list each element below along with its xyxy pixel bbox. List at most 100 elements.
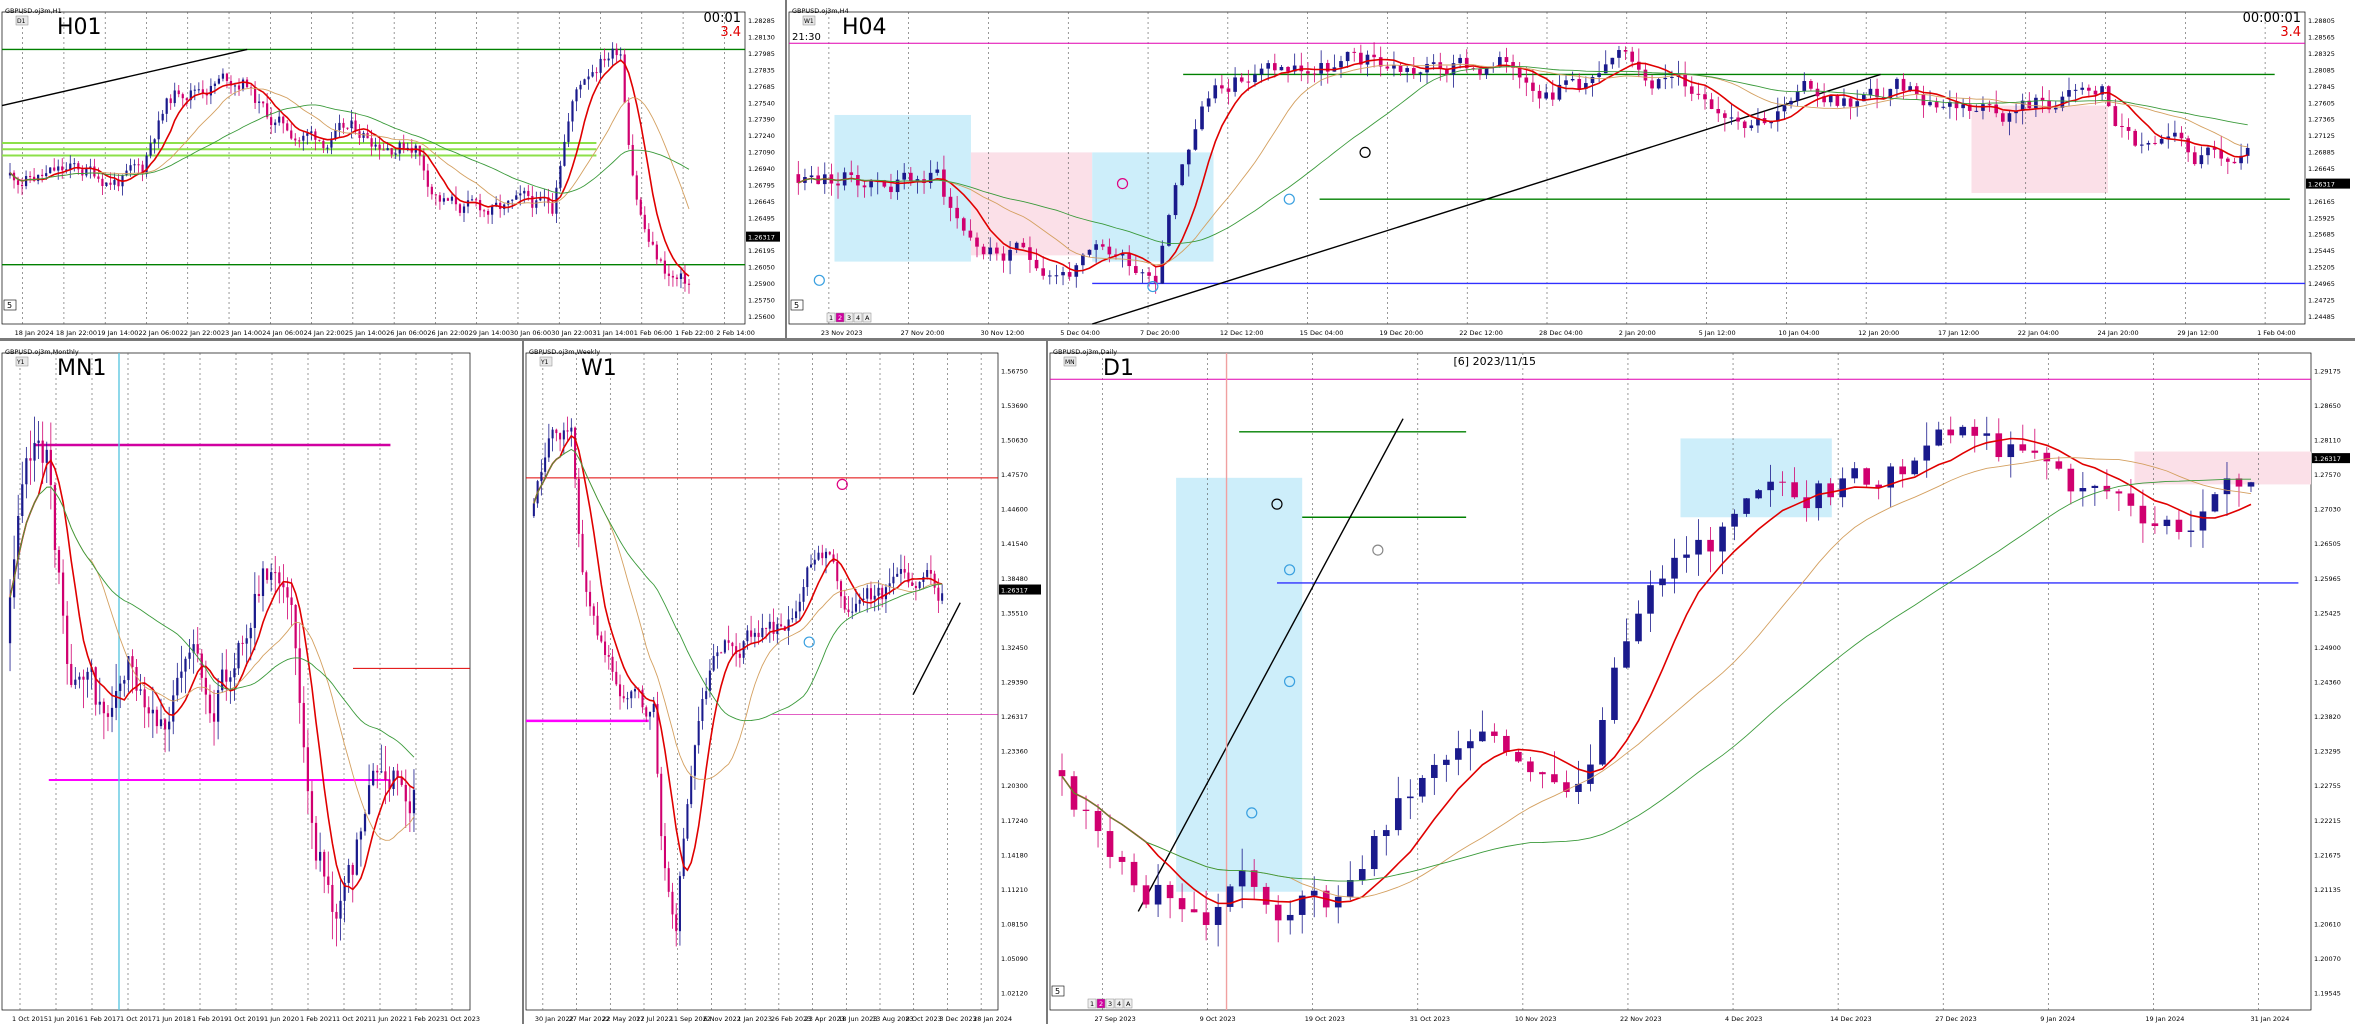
chart-tab-button[interactable] xyxy=(1123,998,1133,1009)
marker-circle-0[interactable] xyxy=(836,478,848,490)
candle-body xyxy=(1220,85,1224,89)
candle-body xyxy=(127,656,130,681)
x-tick-label: 28 Jan 2024 xyxy=(973,1015,1012,1023)
candle-body xyxy=(675,277,679,279)
candle-body xyxy=(286,123,289,131)
candle-body xyxy=(197,89,200,91)
chart-h01[interactable]: 18 Jan 2024 18 Jan 22:00 19 Jan 14:00 22 Ja… xyxy=(0,0,785,338)
chart-tab-button[interactable] xyxy=(853,312,863,323)
candle-body xyxy=(607,655,610,657)
chart-panel-h04[interactable]: 23 Nov 2023 27 Nov 20:00 30 Nov 12:00 5 Dec… xyxy=(787,0,2355,338)
candle-body xyxy=(290,597,293,605)
plot-area[interactable] xyxy=(1,11,746,325)
candle-body xyxy=(630,691,633,699)
candle-body xyxy=(2106,86,2111,107)
candle-body xyxy=(380,771,383,773)
candle-body xyxy=(686,804,689,839)
trend-line-0[interactable] xyxy=(1,48,248,107)
splitter-vertical-bottom-1[interactable] xyxy=(522,341,524,1024)
candle-body xyxy=(28,176,32,178)
candle-body xyxy=(1875,88,1879,98)
marker-circle-1[interactable] xyxy=(1283,675,1296,688)
period-button[interactable] xyxy=(15,15,29,26)
chart-panel-mn1[interactable]: 1 Oct 2015 1 Jun 2016 1 Feb 2017 1 Oct 2017… xyxy=(0,341,522,1024)
marker-circle-2[interactable] xyxy=(1271,498,1283,510)
candle-body xyxy=(1503,735,1510,752)
scale-box[interactable] xyxy=(1051,985,1065,997)
marker-circle-4[interactable] xyxy=(1359,146,1371,158)
candle-body xyxy=(1709,99,1714,109)
y-tick-label: 1.20610 xyxy=(2314,921,2341,929)
x-tick-label: 30 Jan 2022 xyxy=(535,1015,574,1023)
marker-circle-1[interactable] xyxy=(1147,280,1159,293)
chart-tab-button[interactable] xyxy=(862,312,872,323)
y-tick-label: 1.26317 xyxy=(1001,713,1028,721)
marker-circle-0[interactable] xyxy=(1246,807,1258,819)
candle-body xyxy=(929,569,932,574)
marker-circle-2[interactable] xyxy=(1283,193,1295,205)
chart-tab-button[interactable] xyxy=(835,312,845,323)
price-marker xyxy=(746,231,780,242)
marker-circle-1[interactable] xyxy=(803,636,815,648)
candle-body xyxy=(1544,92,1548,99)
chart-tab-button[interactable] xyxy=(1105,998,1115,1009)
y-tick-label: 1.28285 xyxy=(748,17,775,25)
chart-tab-button[interactable] xyxy=(844,312,854,323)
candle-body xyxy=(1358,869,1366,881)
candle-body xyxy=(402,142,405,149)
candle-body xyxy=(768,621,771,629)
period-button[interactable] xyxy=(15,356,29,367)
scale-box[interactable] xyxy=(790,299,804,311)
chart-panel-w1[interactable]: 30 Jan 2022 27 Mar 2022 22 May 2022 17 Jul … xyxy=(524,341,1046,1024)
ma-slow-line xyxy=(1061,478,2251,882)
period-button[interactable] xyxy=(539,356,553,367)
candle-body xyxy=(888,583,891,588)
chart-tab-button[interactable] xyxy=(1114,998,1124,1009)
candle-body xyxy=(1114,254,1118,256)
chart-mn1[interactable]: 1 Oct 2015 1 Jun 2016 1 Feb 2017 1 Oct 2017… xyxy=(0,341,522,1024)
trend-line-0[interactable] xyxy=(1137,418,1404,912)
chart-h04[interactable]: 23 Nov 2023 27 Nov 20:00 30 Nov 12:00 5 Dec… xyxy=(787,0,2355,338)
candle-body xyxy=(1875,484,1882,488)
candle-body xyxy=(889,186,893,193)
splitter-vertical-bottom-2[interactable] xyxy=(1046,341,1048,1024)
marker-circle-0[interactable] xyxy=(813,274,825,286)
candle-body xyxy=(655,244,658,260)
candle-body xyxy=(388,780,391,790)
x-tick-label: 4 Dec 2023 xyxy=(1725,1015,1762,1023)
trend-line-0[interactable] xyxy=(912,602,961,695)
chart-panel-h01[interactable]: 18 Jan 2024 18 Jan 22:00 19 Jan 14:00 22 Ja… xyxy=(0,0,785,338)
candle-body xyxy=(209,85,212,96)
plot-area[interactable] xyxy=(1,352,471,1011)
splitter-vertical-top[interactable] xyxy=(785,0,787,338)
splitter-horizontal[interactable] xyxy=(0,338,2355,341)
candle-body xyxy=(335,911,338,919)
chart-d1[interactable]: 27 Sep 2023 9 Oct 2023 19 Oct 2023 31 Oct 2… xyxy=(1048,341,2355,1024)
candle-body xyxy=(1478,68,1482,75)
chart-tab-button[interactable] xyxy=(1096,998,1106,1009)
candle-body xyxy=(776,624,779,634)
candle-body xyxy=(400,777,403,785)
period-button[interactable] xyxy=(1063,356,1077,367)
chart-tab-button[interactable] xyxy=(826,312,836,323)
candle-body xyxy=(1994,104,1999,114)
candle-body xyxy=(839,581,843,597)
chart-panel-d1[interactable]: 27 Sep 2023 9 Oct 2023 19 Oct 2023 31 Oct 2… xyxy=(1048,341,2355,1024)
candle-body xyxy=(45,173,48,177)
plot-area[interactable] xyxy=(525,352,999,1011)
candle-body xyxy=(1118,856,1126,862)
candle-body xyxy=(1107,246,1112,255)
period-button[interactable] xyxy=(802,15,816,26)
candle-body xyxy=(61,166,64,171)
marker-circle-4[interactable] xyxy=(1372,544,1384,556)
y-tick-label: 1.25685 xyxy=(2308,231,2335,239)
marker-circle-3[interactable] xyxy=(1283,564,1296,576)
marker-circle-3[interactable] xyxy=(1116,178,1129,190)
candle-body xyxy=(1643,69,1648,81)
scale-box[interactable] xyxy=(3,299,17,311)
chart-tab-button[interactable] xyxy=(1087,998,1097,1009)
candle-body xyxy=(2014,110,2018,114)
x-tick-label: 1 Feb 2019 xyxy=(192,1015,228,1023)
x-tick-label: 10 Nov 2023 xyxy=(1515,1015,1557,1023)
